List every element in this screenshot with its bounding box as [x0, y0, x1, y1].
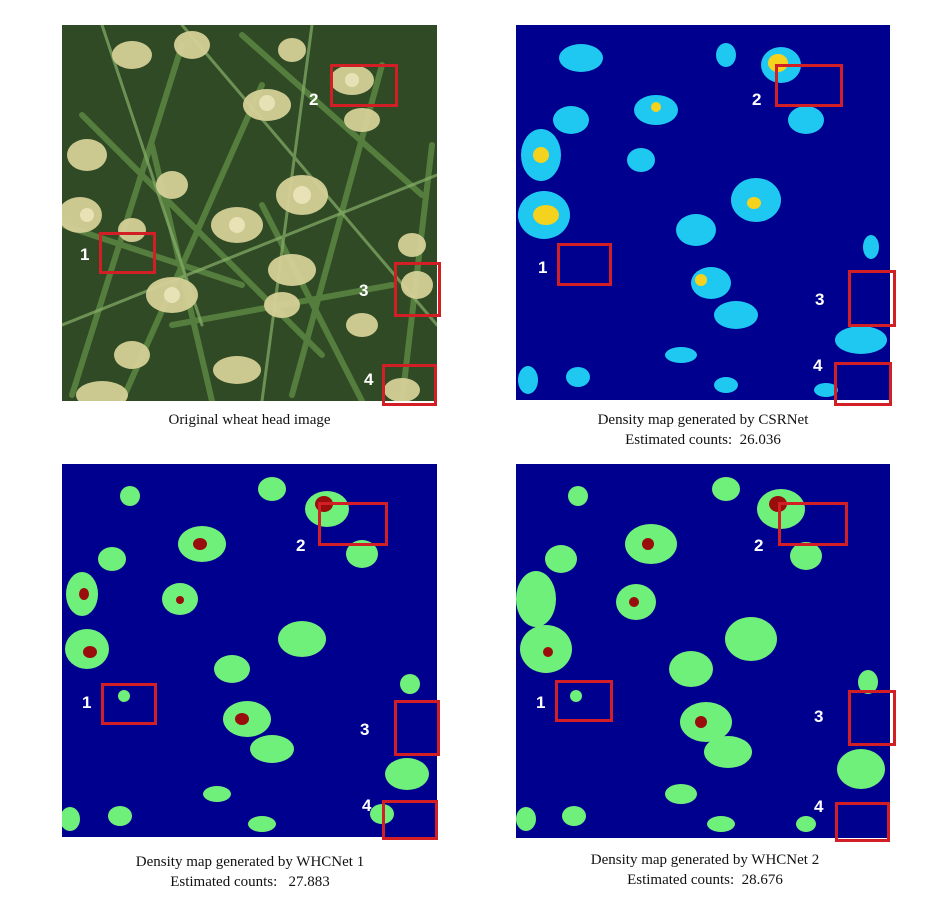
highlight-box-4 — [382, 800, 438, 840]
highlight-box-1 — [101, 683, 157, 725]
whcnet1-density-map — [62, 464, 437, 837]
caption-line: Original wheat head image — [168, 412, 331, 428]
caption-whcnet1: Density map generated by WHCNet 1 Estima… — [50, 852, 450, 892]
highlight-box-4 — [382, 364, 437, 406]
marker-1: 1 — [536, 693, 546, 712]
marker-3: 3 — [359, 281, 369, 300]
caption-line: Density map generated by WHCNet 2 — [590, 852, 820, 868]
marker-1: 1 — [80, 245, 90, 264]
highlight-box-2 — [775, 64, 843, 107]
marker-3: 3 — [814, 707, 824, 726]
highlight-box-2 — [778, 502, 848, 546]
highlight-box-4 — [834, 362, 892, 406]
highlight-box-4 — [835, 802, 890, 842]
highlight-box-1 — [557, 243, 612, 286]
marker-1: 1 — [82, 693, 92, 712]
caption-line: Density map generated by WHCNet 1 — [135, 854, 365, 870]
highlight-box-1 — [555, 680, 613, 722]
highlight-box-3 — [848, 690, 896, 746]
marker-4: 4 — [813, 356, 823, 375]
highlight-box-2 — [318, 502, 388, 546]
caption-original: Original wheat head image — [62, 410, 437, 430]
marker-4: 4 — [362, 796, 372, 815]
caption-csrnet: Density map generated by CSRNet Estimate… — [508, 410, 898, 450]
highlight-box-2 — [330, 64, 398, 107]
estimated-counts: Estimated counts: 27.883 — [170, 874, 330, 890]
highlight-box-3 — [848, 270, 896, 327]
marker-1: 1 — [538, 258, 548, 277]
marker-2: 2 — [754, 536, 764, 555]
estimated-counts: Estimated counts: 28.676 — [627, 872, 783, 888]
marker-4: 4 — [364, 370, 374, 389]
marker-2: 2 — [752, 90, 762, 109]
whcnet2-density-map — [516, 464, 890, 838]
marker-2: 2 — [296, 536, 306, 555]
highlight-box-3 — [394, 262, 441, 317]
marker-2: 2 — [309, 90, 319, 109]
marker-3: 3 — [360, 720, 370, 739]
wheat-photo — [62, 25, 437, 401]
highlight-box-1 — [99, 232, 156, 274]
marker-3: 3 — [815, 290, 825, 309]
marker-4: 4 — [814, 797, 824, 816]
estimated-counts: Estimated counts: 26.036 — [625, 432, 781, 448]
highlight-box-3 — [394, 700, 440, 756]
caption-line: Density map generated by CSRNet — [597, 412, 809, 428]
caption-whcnet2: Density map generated by WHCNet 2 Estima… — [500, 850, 910, 890]
